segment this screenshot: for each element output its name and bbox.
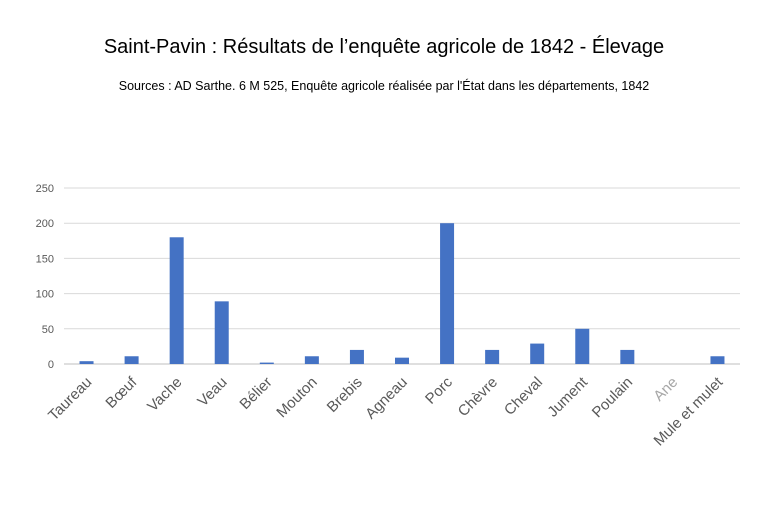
x-tick-label: Bœuf (102, 373, 141, 412)
x-tick-label: Ane (650, 374, 681, 405)
bar (575, 328, 590, 364)
x-tick-label: Porc (422, 373, 456, 407)
bar (485, 349, 500, 364)
x-tick-label: Veau (194, 374, 230, 410)
bar (79, 361, 94, 364)
x-tick-label: Bélier (236, 374, 275, 413)
chart-subtitle: Sources : AD Sarthe. 6 M 525, Enquête ag… (118, 79, 650, 93)
bar (530, 343, 545, 364)
bar (349, 349, 364, 364)
bar (259, 362, 274, 364)
x-tick-label: Chèvre (455, 374, 501, 420)
y-tick-label: 200 (36, 218, 54, 230)
chart-title: Saint-Pavin : Résultats de l’enquête agr… (103, 36, 665, 58)
x-tick-label: Jument (544, 373, 591, 420)
x-tick-label: Brebis (324, 374, 366, 416)
x-tick-label: Agneau (362, 374, 411, 423)
bar (395, 357, 409, 364)
y-tick-label: 50 (42, 324, 54, 336)
bar (169, 237, 184, 364)
x-tick-label: Taureau (45, 374, 95, 424)
bar (304, 356, 319, 364)
bar (214, 301, 229, 364)
x-tick-label: Vache (144, 374, 185, 415)
bar (440, 223, 455, 364)
y-tick-label: 0 (48, 359, 54, 371)
y-tick-label: 250 (36, 183, 54, 195)
x-tick-label: Poulain (589, 374, 636, 421)
bar (124, 356, 139, 364)
y-tick-label: 150 (36, 253, 54, 265)
x-tick-label: Cheval (501, 374, 546, 419)
bar (620, 349, 635, 364)
x-tick-label: Mouton (273, 374, 320, 421)
y-tick-label: 100 (36, 289, 54, 301)
bar (710, 356, 725, 364)
